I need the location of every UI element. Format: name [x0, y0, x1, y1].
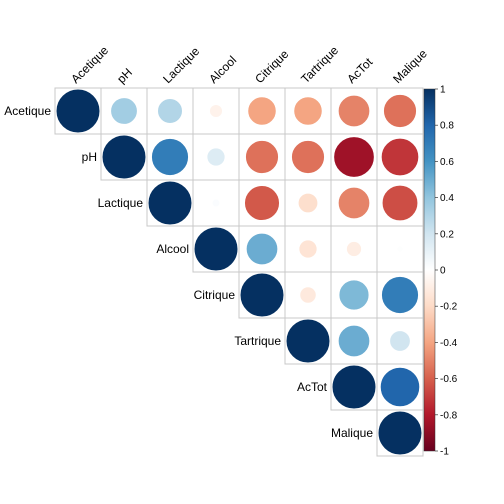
corr-circle-citrique-actot [339, 280, 369, 310]
colorbar-tick-label: 0 [440, 266, 446, 277]
column-label-acetique: Acetique [68, 43, 111, 86]
corr-circle-citrique-tartrique [300, 287, 316, 303]
colorbar-gradient [423, 88, 436, 452]
corr-circle-alcool-tartrique [299, 240, 317, 258]
colorbar-legend: -1 -0.8 -0.6 -0.4 -0.2 0 0.2 0.4 0.6 0.8 1 [423, 85, 458, 458]
corr-circle-alcool-malique [397, 246, 403, 252]
colorbar-tick-label: 0.2 [440, 229, 454, 240]
corr-circle-ph-alcool [207, 148, 225, 166]
row-label-alcool: Alcool [156, 242, 189, 256]
corr-circle-ph-citrique [245, 140, 279, 174]
corr-circle-acetique-acetique [56, 89, 100, 133]
corr-circle-tartrique-tartrique [286, 319, 330, 363]
colorbar-tick-label: 0.8 [440, 121, 454, 132]
colorbar-tick-label: -0.4 [440, 338, 458, 349]
column-label-actot: AcTot [344, 55, 376, 87]
corr-circle-acetique-lactique [158, 99, 182, 123]
row-label-malique: Malique [331, 426, 373, 440]
row-label-lactique: Lactique [98, 196, 144, 210]
corr-circle-ph-lactique [151, 138, 189, 176]
corr-circle-ph-ph [102, 135, 146, 179]
corr-circle-lactique-alcool [212, 199, 220, 207]
corr-circle-actot-malique [380, 367, 420, 407]
row-label-ph: pH [82, 150, 97, 164]
corr-circle-ph-actot [334, 137, 374, 177]
colorbar-tick-label: 0.6 [440, 157, 454, 168]
corr-circle-acetique-malique [383, 94, 417, 128]
corr-circle-lactique-citrique [244, 185, 280, 221]
corr-circle-citrique-citrique [240, 273, 284, 317]
column-label-tartrique: Tartrique [298, 43, 341, 86]
corr-circle-alcool-actot [346, 241, 362, 257]
colorbar-tick-label: 0.4 [440, 193, 454, 204]
row-label-actot: AcTot [297, 380, 328, 394]
row-label-acetique: Acetique [4, 104, 51, 118]
corr-circle-lactique-malique [382, 185, 418, 221]
grid-cell [376, 409, 424, 457]
corr-circle-lactique-tartrique [298, 193, 318, 213]
colorbar-tick-label: -1 [440, 447, 449, 458]
corr-circle-acetique-tartrique [294, 97, 322, 125]
row-label-tartrique: Tartrique [234, 334, 281, 348]
column-label-malique: Malique [390, 46, 430, 86]
corr-circle-acetique-alcool [209, 104, 223, 118]
correlation-circles [56, 89, 422, 455]
corr-circle-tartrique-malique [390, 331, 410, 351]
corr-circle-acetique-citrique [248, 97, 276, 125]
corr-circle-citrique-malique [381, 276, 419, 314]
grid [54, 87, 424, 457]
column-label-alcool: Alcool [206, 53, 239, 86]
corr-circle-alcool-citrique [246, 233, 278, 265]
colorbar-tick-label: -0.2 [440, 302, 458, 313]
corr-circle-lactique-actot [338, 187, 370, 219]
corr-circle-ph-malique [381, 138, 419, 176]
corr-circle-lactique-lactique [148, 181, 192, 225]
row-label-citrique: Citrique [194, 288, 236, 302]
column-label-citrique: Citrique [252, 47, 291, 86]
corr-circle-actot-actot [332, 365, 376, 409]
colorbar-tick-label: -0.8 [440, 410, 458, 421]
corr-circle-alcool-alcool [194, 227, 238, 271]
corr-circle-malique-malique [378, 411, 422, 455]
colorbar-tick-label: 1 [440, 85, 446, 96]
corr-circle-tartrique-actot [338, 325, 370, 357]
corr-circle-ph-tartrique [291, 140, 325, 174]
colorbar-ticks: -1 -0.8 -0.6 -0.4 -0.2 0 0.2 0.4 0.6 0.8 1 [435, 85, 458, 458]
colorbar-tick-label: -0.6 [440, 374, 458, 385]
column-label-lactique: Lactique [160, 44, 202, 86]
corr-circle-acetique-actot [338, 95, 370, 127]
column-label-ph: pH [114, 65, 135, 86]
corr-circle-acetique-ph [111, 98, 137, 124]
